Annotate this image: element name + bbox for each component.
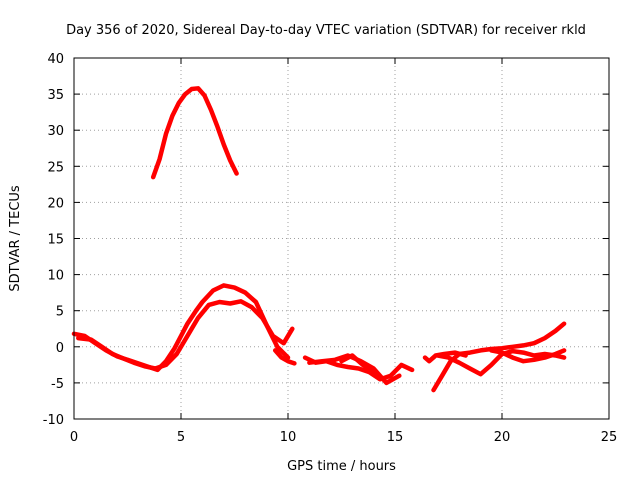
y-tick-label: 0: [56, 341, 64, 356]
series-line: [272, 348, 297, 366]
series-line: [150, 86, 239, 180]
y-tick-label: -10: [43, 413, 64, 428]
y-tick-label: 25: [47, 160, 64, 175]
y-tick-label: 5: [56, 305, 64, 320]
y-tick-label: 15: [47, 233, 64, 248]
chart-title: Day 356 of 2020, Sidereal Day-to-day VTE…: [66, 23, 586, 38]
plot-area: [71, 86, 567, 393]
y-tick-label: 35: [47, 88, 64, 103]
x-axis-label: GPS time / hours: [287, 459, 396, 474]
x-tick-label: 0: [70, 430, 78, 445]
series-line: [489, 348, 567, 364]
axis-ticks: 0 5 10 15 20 25 -10 -5 0 5 10 15 20 25 30 35 40: [43, 52, 618, 445]
y-tick-label: 30: [47, 124, 64, 139]
y-tick-label: 10: [47, 269, 64, 284]
series-line: [76, 299, 295, 371]
series-line: [339, 353, 376, 375]
y-tick-label: 20: [47, 196, 64, 211]
series-line: [422, 350, 468, 364]
x-tick-label: 25: [601, 430, 618, 445]
y-axis-label: SDTVAR / TECUs: [8, 185, 23, 292]
x-tick-label: 10: [280, 430, 297, 445]
x-tick-label: 15: [387, 430, 404, 445]
x-tick-label: 5: [177, 430, 185, 445]
x-tick-label: 20: [494, 430, 511, 445]
y-tick-label: 40: [47, 52, 64, 67]
y-tick-label: -5: [51, 377, 64, 392]
